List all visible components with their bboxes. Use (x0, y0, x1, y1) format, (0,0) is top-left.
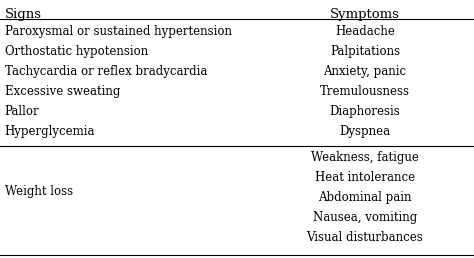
Text: Weight loss: Weight loss (5, 185, 73, 198)
Text: Diaphoresis: Diaphoresis (329, 105, 401, 118)
Text: Excessive sweating: Excessive sweating (5, 85, 120, 98)
Text: Hyperglycemia: Hyperglycemia (5, 125, 95, 138)
Text: Palpitations: Palpitations (330, 45, 400, 58)
Text: Pallor: Pallor (5, 105, 39, 118)
Text: Paroxysmal or sustained hypertension: Paroxysmal or sustained hypertension (5, 25, 232, 37)
Text: Visual disturbances: Visual disturbances (307, 231, 423, 244)
Text: Heat intolerance: Heat intolerance (315, 171, 415, 184)
Text: Nausea, vomiting: Nausea, vomiting (313, 211, 417, 224)
Text: Dyspnea: Dyspnea (339, 125, 391, 138)
Text: Weakness, fatigue: Weakness, fatigue (311, 151, 419, 164)
Text: Orthostatic hypotension: Orthostatic hypotension (5, 45, 148, 58)
Text: Tremulousness: Tremulousness (320, 85, 410, 98)
Text: Headache: Headache (335, 25, 395, 37)
Text: Abdominal pain: Abdominal pain (318, 191, 412, 204)
Text: Tachycardia or reflex bradycardia: Tachycardia or reflex bradycardia (5, 65, 207, 78)
Text: Signs: Signs (5, 8, 42, 21)
Text: Symptoms: Symptoms (330, 8, 400, 21)
Text: Anxiety, panic: Anxiety, panic (323, 65, 407, 78)
